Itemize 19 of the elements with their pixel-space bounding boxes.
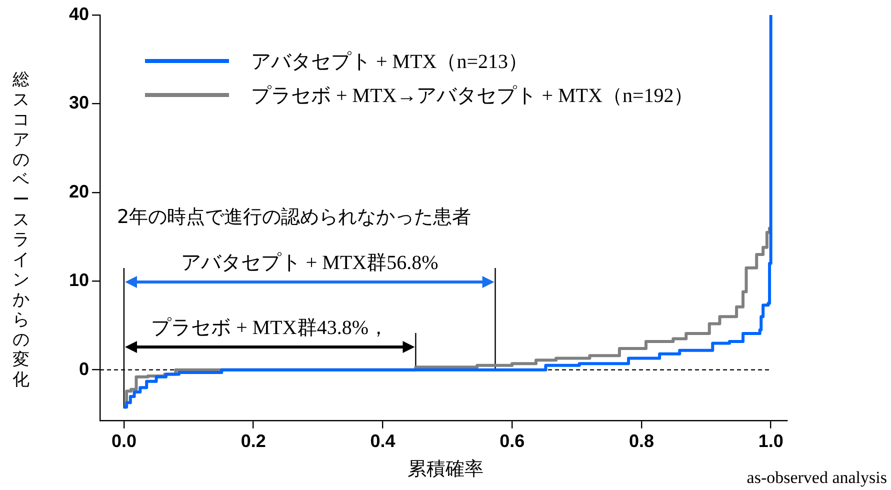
y-tick-label: 20 xyxy=(68,181,90,202)
x-axis-title: 累積確率 xyxy=(408,458,484,480)
text: 総スコアのベースラインからの変化 xyxy=(12,70,30,390)
x-tick-label: 0.8 xyxy=(628,431,654,452)
annotation: 2年の時点で進行の認められなかった患者 xyxy=(117,205,472,230)
legend-label: プラセボ + MTX→アバタセプト + MTX（n=192） xyxy=(251,84,694,108)
text: as-observed analysis xyxy=(746,468,887,488)
y-tick-label: 40 xyxy=(68,4,90,24)
x-tick-label: 1.0 xyxy=(758,431,784,452)
ref-line-label: アバタセプト + MTX群56.8% xyxy=(180,251,438,276)
ref-line-label: プラセボ + MTX群43.8%， xyxy=(151,316,389,341)
y-tick-label: 10 xyxy=(68,270,90,290)
x-tick-label: 0.6 xyxy=(500,431,525,452)
x-tick-label: 0.4 xyxy=(370,431,396,452)
x-tick-label: 0.0 xyxy=(111,431,136,452)
y-tick-label: 0 xyxy=(79,358,90,379)
legend-label: アバタセプト + MTX（n=213） xyxy=(251,50,528,74)
y-tick-label: 30 xyxy=(68,92,90,113)
x-tick-label: 0.2 xyxy=(240,431,266,452)
